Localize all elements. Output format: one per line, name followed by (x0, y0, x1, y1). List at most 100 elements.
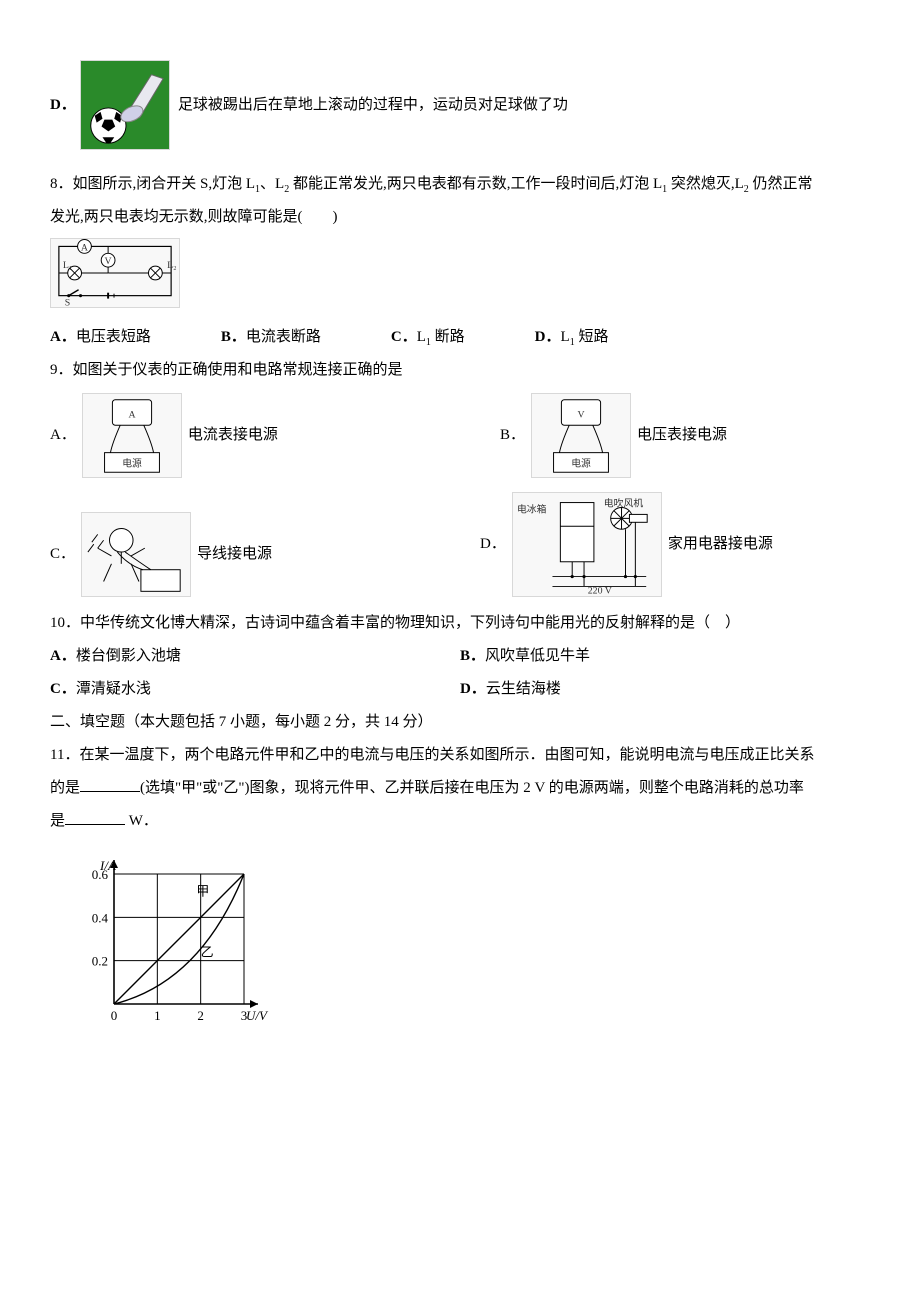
q8-text-e: 仍然正常 (749, 176, 813, 192)
q9-opt-c: C． 导线接电源 (50, 512, 430, 597)
option-d-row: D． 足球被踢出后在草地上滚动的过程中，运动员对足球做了功 (50, 60, 870, 150)
option-d-text: 足球被踢出后在草地上滚动的过程中，运动员对足球做了功 (178, 89, 568, 122)
q8-stem-line2: 发光,两只电表均无示数,则故障可能是( ) (50, 201, 870, 234)
q8-stem-line1: 8．如图所示,闭合开关 S,灯泡 L1、L2 都能正常发光,两只电表都有示数,工… (50, 168, 870, 201)
svg-text:0.2: 0.2 (92, 954, 108, 969)
voltmeter-image: V 电源 (531, 393, 631, 478)
q8-d-pre: L (561, 329, 570, 345)
wire-source-image (81, 512, 191, 597)
q9-row2: C． 导线接电源 D． 电冰箱 (50, 492, 870, 597)
svg-text:甲: 甲 (196, 884, 209, 899)
svg-text:V: V (105, 256, 112, 267)
svg-text:V: V (577, 409, 584, 420)
q10-d-label: D． (460, 681, 486, 697)
q8-a-text: 电压表短路 (76, 329, 151, 345)
appliance-image: 电冰箱 电吹风机 220 V (512, 492, 662, 597)
q8-opt-b: B．电流表断路 (221, 321, 321, 354)
q9-d-text: 家用电器接电源 (668, 528, 773, 561)
q8-c-post: 断路 (431, 329, 465, 345)
q9-row1: A． A 电源 电流表接电源 B． V 电源 电压表接电源 (50, 393, 870, 478)
q9-b-text: 电压表接电源 (637, 419, 727, 452)
q10-row2: C．潭清疑水浅 D．云生结海楼 (50, 673, 870, 706)
q10-opt-c: C．潭清疑水浅 (50, 673, 460, 706)
q8-c-pre: L (417, 329, 426, 345)
iv-chart-svg: 01230.20.40.6I/AU/V甲乙 (70, 844, 280, 1034)
svg-text:乙: 乙 (201, 944, 214, 959)
q10-b-label: B． (460, 648, 485, 664)
q11-line2: 的是 (选填"甲"或"乙")图象，现将元件甲、乙并联后接在电压为 2 V 的电源两… (50, 772, 870, 805)
q9-a-label: A． (50, 419, 76, 452)
ammeter-svg: A 电源 (83, 393, 181, 478)
q9-a-text: 电流表接电源 (188, 419, 278, 452)
q11-l2a: 的是 (50, 780, 80, 796)
q8-opt-c: C．L1 断路 (391, 321, 465, 354)
q8-text-a: 8．如图所示,闭合开关 S,灯泡 L (50, 176, 255, 192)
section2-header: 二、填空题（本大题包括 7 小题，每小题 2 分，共 14 分） (50, 706, 870, 739)
option-d-label: D． (50, 89, 76, 122)
q9-opt-a: A． A 电源 电流表接电源 (50, 393, 410, 478)
q10-d-text: 云生结海楼 (486, 681, 561, 697)
svg-text:电吹风机: 电吹风机 (604, 497, 644, 510)
circuit-image: A V L₁ L₂ S (50, 238, 180, 308)
q9-opt-b: B． V 电源 电压表接电源 (500, 393, 860, 478)
soccer-svg (81, 60, 169, 150)
svg-text:A: A (128, 409, 135, 420)
blank-2[interactable] (65, 810, 125, 825)
voltmeter-svg: V 电源 (532, 393, 630, 478)
q10-c-text: 潭清疑水浅 (76, 681, 151, 697)
svg-text:0: 0 (111, 1008, 118, 1023)
svg-text:0.4: 0.4 (92, 910, 109, 925)
iv-chart: 01230.20.40.6I/AU/V甲乙 (70, 844, 870, 1047)
q10-a-label: A． (50, 648, 76, 664)
svg-text:A: A (81, 242, 89, 253)
q8-text-d: 突然熄灭,L (667, 176, 744, 192)
q10-opt-a: A．楼台倒影入池塘 (50, 640, 460, 673)
svg-text:2: 2 (197, 1008, 204, 1023)
q9-b-label: B． (500, 419, 525, 452)
appliance-svg: 电冰箱 电吹风机 220 V (513, 492, 661, 597)
soccer-image (80, 60, 170, 150)
q9-c-label: C． (50, 538, 75, 571)
q8-options: A．电压表短路 B．电流表断路 C．L1 断路 D．L1 短路 (50, 321, 870, 354)
q8-d-label: D． (535, 329, 561, 345)
q11-l3b: W． (125, 813, 158, 829)
q8-b-text: 电流表断路 (246, 329, 321, 345)
q8-text-c: 都能正常发光,两只电表都有示数,工作一段时间后,灯泡 L (289, 176, 662, 192)
blank-1[interactable] (80, 777, 140, 792)
svg-text:电冰箱: 电冰箱 (517, 502, 547, 515)
svg-text:电源: 电源 (122, 456, 142, 469)
q9-d-label: D． (480, 528, 506, 561)
svg-text:电源: 电源 (571, 456, 591, 469)
svg-text:220 V: 220 V (588, 585, 613, 596)
svg-text:1: 1 (154, 1008, 161, 1023)
wire-svg (82, 512, 190, 597)
svg-text:S: S (65, 297, 70, 308)
q8-c-label: C． (391, 329, 417, 345)
circuit-svg: A V L₁ L₂ S (51, 238, 179, 308)
svg-text:U/V: U/V (246, 1008, 269, 1023)
q10-a-text: 楼台倒影入池塘 (76, 648, 181, 664)
q8-opt-a: A．电压表短路 (50, 321, 151, 354)
svg-text:L₂: L₂ (167, 260, 176, 271)
q11-l3a: 是 (50, 813, 65, 829)
q8-d-post: 短路 (575, 329, 609, 345)
ammeter-image: A 电源 (82, 393, 182, 478)
q9-opt-d: D． 电冰箱 电吹风机 (480, 492, 860, 597)
q9-c-text: 导线接电源 (197, 538, 272, 571)
svg-text:L₁: L₁ (63, 260, 72, 271)
q11-l2b: (选填"甲"或"乙")图象，现将元件甲、乙并联后接在电压为 2 V 的电源两端，… (140, 780, 804, 796)
q10-c-label: C． (50, 681, 76, 697)
q10-stem: 10．中华传统文化博大精深，古诗词中蕴含着丰富的物理知识，下列诗句中能用光的反射… (50, 607, 870, 640)
q8-a-label: A． (50, 329, 76, 345)
svg-text:I/A: I/A (99, 858, 116, 873)
q10-b-text: 风吹草低见牛羊 (485, 648, 590, 664)
q8-b-label: B． (221, 329, 246, 345)
q8-opt-d: D．L1 短路 (535, 321, 609, 354)
q10-opt-d: D．云生结海楼 (460, 673, 870, 706)
q11-line3: 是 W． (50, 805, 870, 838)
q10-row1: A．楼台倒影入池塘 B．风吹草低见牛羊 (50, 640, 870, 673)
q11-line1: 11．在某一温度下，两个电路元件甲和乙中的电流与电压的关系如图所示．由图可知，能… (50, 739, 870, 772)
q9-stem: 9．如图关于仪表的正确使用和电路常规连接正确的是 (50, 354, 870, 387)
q10-opt-b: B．风吹草低见牛羊 (460, 640, 870, 673)
q8-text-b: 、L (260, 176, 284, 192)
